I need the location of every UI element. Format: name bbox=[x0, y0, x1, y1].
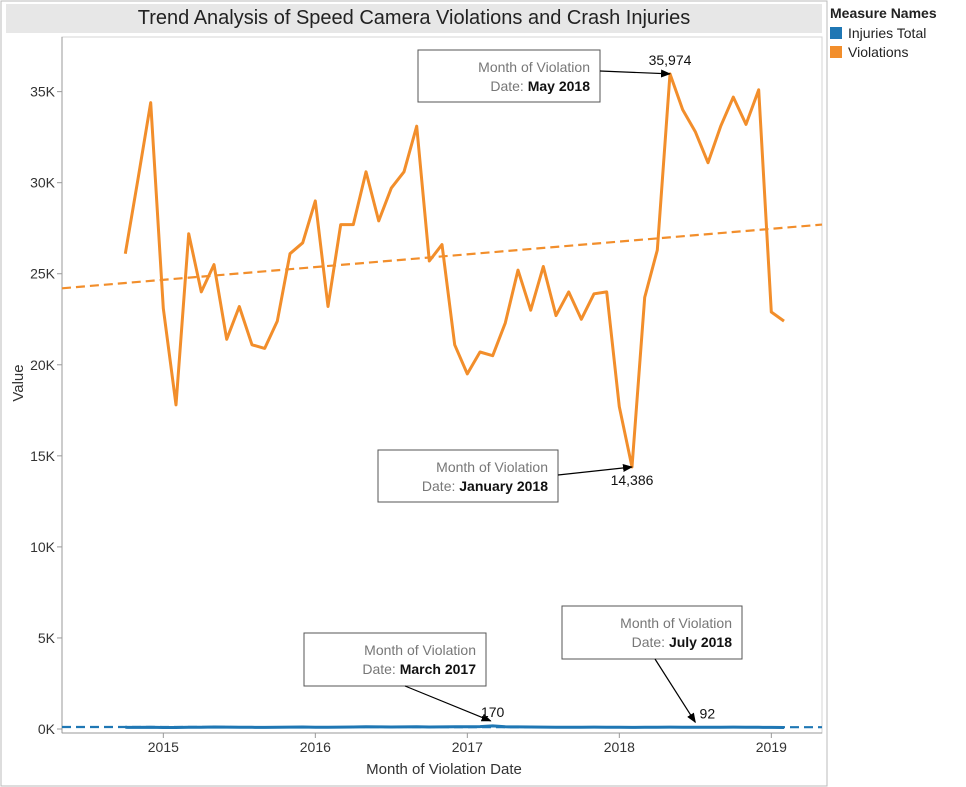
y-tick-label-1: 5K bbox=[38, 630, 56, 646]
legend-label-violations: Violations bbox=[848, 43, 909, 60]
legend-swatch-violations bbox=[830, 45, 842, 58]
legend-title: Measure Names bbox=[830, 5, 937, 21]
annotation-date-value-1: January 2018 bbox=[459, 478, 548, 494]
annotation-date-3: Date: July 2018 bbox=[632, 634, 733, 650]
y-tick-label-0: 0K bbox=[38, 721, 56, 737]
annotation-value-2: 170 bbox=[481, 704, 505, 720]
annotation-date-0: Date: May 2018 bbox=[490, 78, 590, 94]
series-line-violations bbox=[123, 72, 785, 469]
annotation-arrow-1 bbox=[557, 464, 633, 476]
annotation-1: Month of Violation Date: January 2018 14,3… bbox=[377, 449, 654, 503]
legend-label-injuries: Injuries Total bbox=[848, 24, 927, 41]
y-tick-label-6: 30K bbox=[30, 175, 56, 191]
annotation-arrow-0 bbox=[599, 69, 671, 78]
annotation-arrow-2 bbox=[404, 685, 492, 722]
annotation-date-1: Date: January 2018 bbox=[422, 478, 548, 494]
legend: Measure Names Injuries Total Violations bbox=[830, 5, 966, 61]
annotation-date-prefix-1: Date: bbox=[422, 478, 459, 494]
y-tick-label-4: 20K bbox=[30, 357, 56, 373]
legend-swatch-injuries bbox=[830, 26, 842, 39]
annotation-date-prefix-3: Date: bbox=[632, 634, 669, 650]
x-tick-label-2: 2017 bbox=[452, 739, 483, 755]
y-tick-label-3: 15K bbox=[30, 448, 56, 464]
annotation-value-3: 92 bbox=[700, 705, 716, 721]
x-tick-label-1: 2016 bbox=[300, 739, 331, 755]
annotation-date-value-3: July 2018 bbox=[669, 634, 732, 650]
annotation-title-1: Month of Violation bbox=[436, 459, 548, 475]
x-tick-label-4: 2019 bbox=[756, 739, 787, 755]
y-tick-label-7: 35K bbox=[30, 84, 56, 100]
chart-title: Trend Analysis of Speed Camera Violation… bbox=[137, 7, 691, 29]
line-chart: 0K 5K 10K 15K 20K 25K 30K 35K 2015 2016 2017 2018 20… bbox=[0, 0, 828, 787]
x-tick-label-3: 2018 bbox=[604, 739, 635, 755]
outer-border bbox=[0, 0, 828, 787]
annotation-date-prefix-0: Date: bbox=[490, 78, 527, 94]
legend-item-injuries[interactable]: Injuries Total bbox=[830, 23, 966, 42]
annotation-date-value-0: May 2018 bbox=[528, 78, 590, 94]
annotation-box-0 bbox=[417, 49, 601, 103]
y-axis-label: Value bbox=[10, 364, 27, 401]
chart-frame: Trend Analysis of Speed Camera Violation… bbox=[0, 0, 828, 787]
annotation-box-1 bbox=[377, 449, 559, 503]
annotation-arrow-3 bbox=[654, 658, 696, 724]
legend-item-violations[interactable]: Violations bbox=[830, 42, 966, 61]
annotation-title-0: Month of Violation bbox=[478, 59, 590, 75]
annotation-value-1: 14,386 bbox=[611, 472, 654, 488]
annotation-title-3: Month of Violation bbox=[620, 615, 732, 631]
annotation-date-prefix-2: Date: bbox=[362, 661, 399, 677]
y-tick-label-2: 10K bbox=[30, 539, 56, 555]
annotation-date-value-2: March 2017 bbox=[400, 661, 476, 677]
series-line-injuries-total bbox=[125, 724, 785, 729]
annotation-2: Month of Violation Date: March 2017 170 bbox=[303, 632, 505, 722]
annotation-value-0: 35,974 bbox=[649, 52, 692, 68]
y-tick-label-5: 25K bbox=[30, 266, 56, 282]
annotation-3: Month of Violation Date: July 2018 92 bbox=[561, 605, 743, 724]
annotation-box-3 bbox=[561, 605, 743, 660]
annotation-0: Month of Violation Date: May 2018 35,974 bbox=[417, 49, 692, 103]
annotation-box-2 bbox=[303, 632, 487, 687]
annotation-date-2: Date: March 2017 bbox=[362, 661, 476, 677]
x-tick-label-0: 2015 bbox=[148, 739, 179, 755]
x-axis-label: Month of Violation Date bbox=[366, 761, 522, 778]
annotation-title-2: Month of Violation bbox=[364, 642, 476, 658]
title-bar: Trend Analysis of Speed Camera Violation… bbox=[6, 4, 822, 33]
